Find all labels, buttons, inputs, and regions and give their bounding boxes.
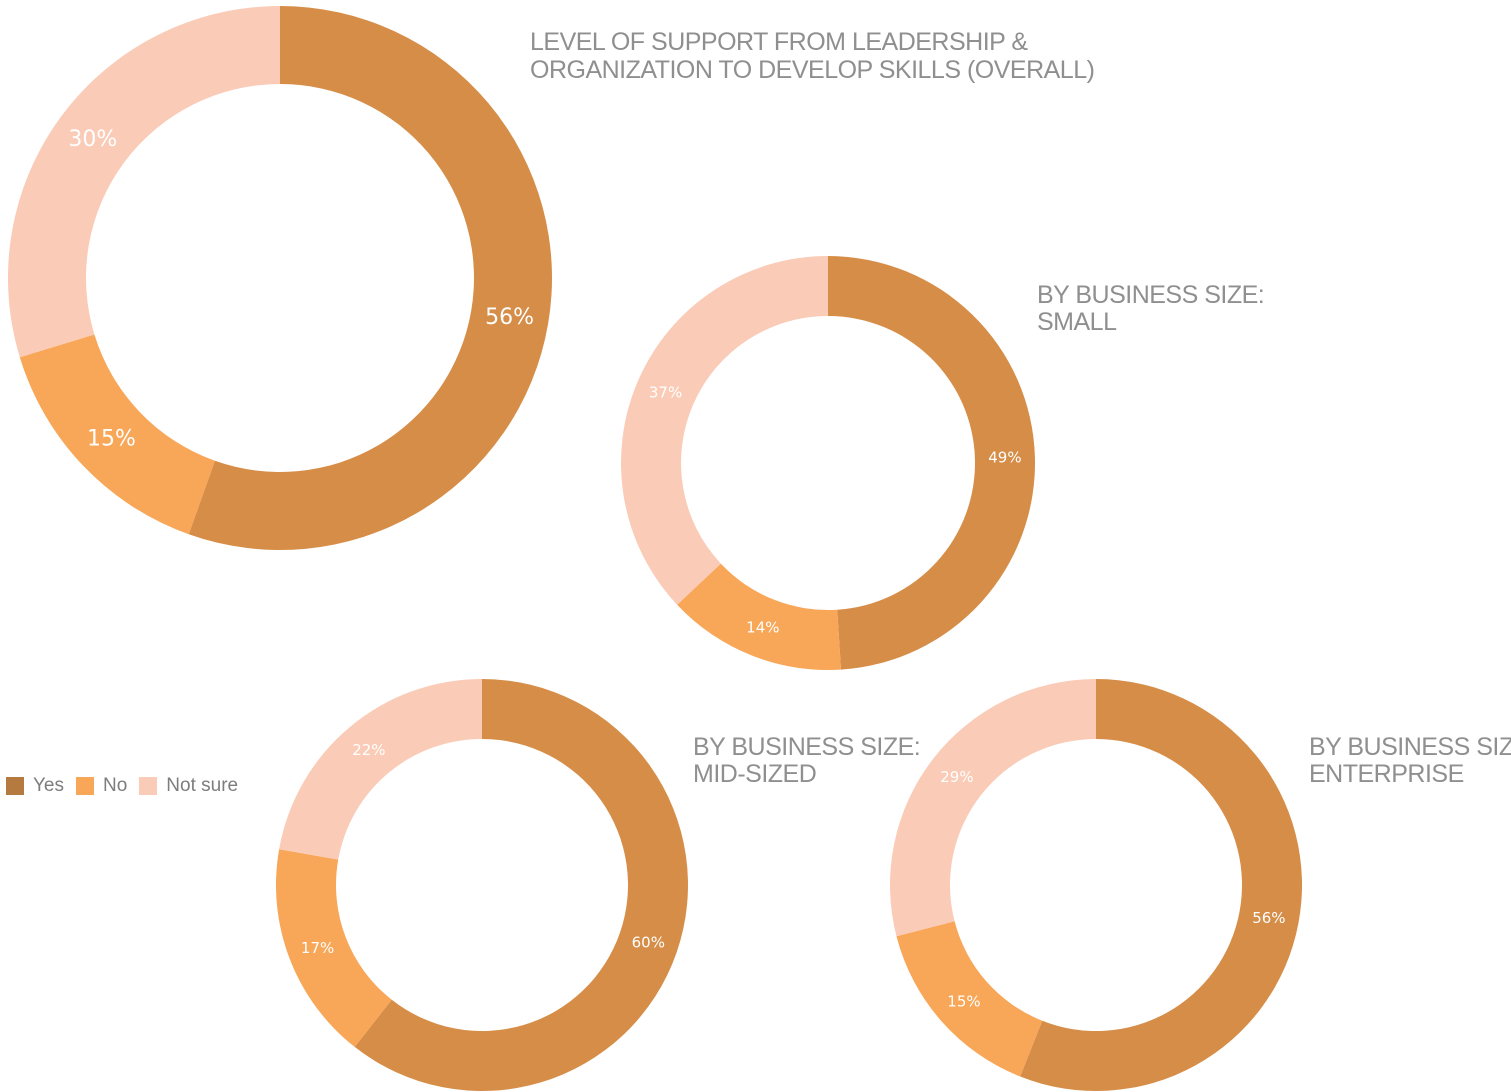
chart-enterprise-slice-no — [896, 921, 1043, 1077]
chart-mid-sized-slice-not-sure — [279, 679, 482, 860]
chart-mid-sized-labels: 60% 17% 22% — [301, 741, 665, 957]
chart-overall-labels: 56% 15% 30% — [68, 127, 534, 452]
chart-small: 49% 14% 37% BY BUSINESS SIZE: SMALL — [621, 256, 1271, 670]
chart-overall-slice-no — [19, 334, 215, 535]
legend-swatch-no — [76, 777, 94, 795]
chart-mid-sized-label-yes: 60% — [632, 934, 665, 952]
chart-enterprise-label-yes: 56% — [1252, 909, 1285, 927]
chart-overall-slice-yes — [188, 6, 552, 550]
legend-swatch-yes — [6, 777, 24, 795]
chart-overall-label-yes: 56% — [485, 305, 534, 330]
chart-mid-sized-slice-yes — [354, 679, 688, 1091]
chart-mid-sized-label-not-sure: 22% — [352, 741, 385, 759]
chart-small-slice-no — [677, 563, 841, 670]
chart-overall-slice-not-sure — [7, 6, 281, 358]
chart-mid-sized-slices — [276, 679, 688, 1091]
chart-enterprise-slice-not-sure — [890, 679, 1096, 937]
chart-mid-sized-title-line-2: MID-SIZED — [693, 760, 816, 788]
chart-mid-sized-slice-no — [276, 849, 392, 1047]
legend-label-no: No — [103, 775, 128, 796]
chart-mid-sized-title: BY BUSINESS SIZE: MID-SIZED — [693, 733, 927, 788]
chart-small-slice-yes — [828, 256, 1035, 670]
chart-enterprise-slice-yes — [1020, 679, 1302, 1091]
legend-item-no: No — [76, 775, 127, 797]
chart-enterprise-label-no: 15% — [947, 992, 980, 1010]
chart-small-label-no: 14% — [746, 619, 779, 637]
chart-small-label-yes: 49% — [988, 448, 1021, 466]
chart-mid-sized-title-line-1: BY BUSINESS SIZE: — [693, 733, 920, 761]
chart-overall-title: LEVEL OF SUPPORT FROM LEADERSHIP & ORGAN… — [530, 28, 1094, 84]
chart-overall-title-line-2: ORGANIZATION TO DEVELOP SKILLS (OVERALL) — [530, 56, 1094, 84]
chart-small-title-line-1: BY BUSINESS SIZE: — [1037, 281, 1264, 309]
chart-enterprise-title: BY BUSINESS SIZE: ENTERPRISE — [1309, 733, 1511, 788]
chart-enterprise-title-line-2: ENTERPRISE — [1309, 760, 1464, 788]
legend-swatch-not-sure — [139, 777, 158, 795]
legend: Yes No Not sure — [6, 775, 250, 797]
chart-small-title: BY BUSINESS SIZE: SMALL — [1037, 281, 1271, 336]
chart-small-title-line-2: SMALL — [1037, 308, 1117, 336]
chart-enterprise-label-not-sure: 29% — [940, 768, 973, 786]
legend-label-yes: Yes — [33, 775, 64, 796]
chart-small-label-not-sure: 37% — [649, 384, 682, 402]
chart-overall-title-line-1: LEVEL OF SUPPORT FROM LEADERSHIP & — [530, 28, 1028, 56]
legend-item-not-sure: Not sure — [139, 775, 238, 797]
chart-mid-sized-label-no: 17% — [301, 939, 334, 957]
legend-label-not-sure: Not sure — [166, 775, 239, 796]
legend-item-yes: Yes — [6, 775, 64, 797]
chart-small-slices — [621, 256, 1035, 670]
chart-enterprise: 56% 15% 29% BY BUSINESS SIZE: ENTERPRISE — [890, 679, 1511, 1091]
chart-small-labels: 49% 14% 37% — [649, 384, 1022, 637]
chart-overall-slices — [7, 6, 552, 550]
chart-overall: 56% 15% 30% LEVEL OF SUPPORT FROM LEADERSH… — [7, 6, 1095, 550]
chart-enterprise-labels: 56% 15% 29% — [940, 768, 1285, 1010]
chart-overall-label-not-sure: 30% — [68, 127, 117, 152]
chart-small-slice-not-sure — [621, 256, 828, 605]
chart-mid-sized: 60% 17% 22% BY BUSINESS SIZE: MID-SIZED — [276, 679, 927, 1091]
chart-enterprise-slices — [890, 679, 1302, 1091]
chart-overall-label-no: 15% — [87, 426, 136, 451]
chart-enterprise-title-line-1: BY BUSINESS SIZE: — [1309, 733, 1511, 761]
